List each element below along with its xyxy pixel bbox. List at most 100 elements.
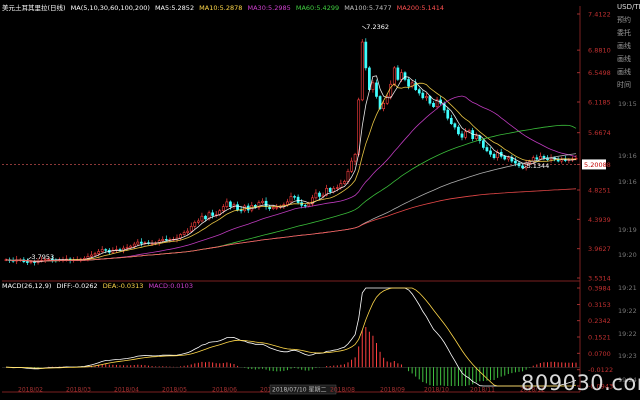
candle-body (97, 251, 100, 254)
candle-body (26, 261, 29, 263)
current-price-box (582, 159, 606, 170)
candle-body (339, 183, 343, 188)
price-tick-label: 7.4122 (588, 11, 611, 19)
macd-tick-label: 0.1521 (588, 333, 611, 341)
price-tick-label: 6.1185 (588, 99, 611, 107)
candle-body (506, 157, 510, 160)
macd-diff-line (5, 287, 577, 387)
time-stamp: 19:15 (618, 100, 637, 108)
candle-body (93, 253, 97, 256)
tool-item[interactable]: 画线 (617, 55, 631, 63)
ma200-line (5, 188, 577, 262)
annotation-label: 7.2362 (366, 23, 389, 31)
candle-body (449, 117, 453, 124)
candle-body (303, 205, 307, 207)
watermark-logo: 809030.com (521, 371, 640, 395)
candle-body (257, 202, 261, 208)
ma5-value: MA5:5.2852 (154, 4, 195, 12)
candle-body (275, 207, 279, 209)
candle-body (382, 102, 385, 110)
current-price-label: 5.2008 (584, 161, 607, 169)
tool-item[interactable]: 预约 (617, 16, 631, 24)
macd-header: MACD(26,12,9) DIFF:-0.0262 DEA:-0.0313 M… (2, 282, 196, 290)
candle-body (125, 247, 129, 249)
candle-body (535, 157, 539, 160)
ma-params: MA(5,10,30,60,100,200) (70, 4, 150, 12)
time-stamp: 19:21 (618, 284, 637, 292)
price-tick-label: 6.8810 (588, 47, 611, 55)
candle-body (204, 215, 207, 220)
candle-body (403, 72, 407, 80)
macd-tick-label: -0.0122 (588, 366, 613, 374)
candle-body (542, 156, 546, 158)
candle-body (47, 258, 51, 261)
candle-body (325, 187, 328, 196)
candle-body (136, 241, 140, 245)
candle-body (182, 232, 186, 235)
ma5-line (5, 75, 577, 263)
candle-body (264, 200, 268, 207)
candle-body (29, 261, 33, 263)
tool-item[interactable]: 委托 (617, 29, 631, 37)
candle-body (353, 153, 357, 162)
candle-body (425, 96, 428, 99)
candle-body (254, 205, 257, 208)
time-stamp: 19:16 (618, 152, 637, 160)
candle-body (453, 123, 457, 128)
candle-body (232, 204, 236, 207)
candle-body (492, 153, 496, 158)
candle-body (364, 41, 368, 69)
ma10-value: MA10:5.2878 (199, 4, 243, 12)
candle-body (132, 243, 136, 247)
macd-diff: DIFF:-0.0262 (56, 282, 98, 290)
time-stamp: 19:23 (618, 352, 637, 360)
candle-body (503, 156, 507, 160)
candle-body (90, 254, 93, 257)
macd-tick-label: 0.3984 (588, 285, 611, 293)
candle-body (236, 204, 239, 211)
x-axis-label: 2018/02 (18, 387, 43, 394)
candle-body (343, 181, 346, 184)
candle-body (225, 201, 229, 207)
instrument-unit: USD/TRY (617, 3, 640, 11)
candle-body (207, 212, 211, 220)
candle-body (179, 234, 182, 239)
candle-body (417, 89, 421, 94)
x-axis-label: 2018/05 (162, 387, 187, 394)
candle-body (396, 67, 400, 80)
price-tick-label: 3.9627 (588, 245, 611, 253)
macd-tick-label: 0.3153 (588, 301, 611, 309)
time-stamp: 19:19 (618, 226, 637, 234)
time-stamp: 19:22 (618, 307, 637, 315)
chart-header: 美元土耳其里拉(日线) MA(5,10,30,60,100,200) MA5:5… (2, 2, 447, 14)
candle-body (474, 135, 478, 139)
ma30-value: MA30:5.2985 (247, 4, 291, 12)
x-axis-label: 2018/09 (380, 387, 405, 394)
macd-tick-label: 0.0700 (588, 350, 611, 358)
candle-body (189, 226, 193, 232)
x-axis-label: 2018/07/10 星期二 (272, 386, 327, 394)
candle-body (489, 150, 492, 155)
ma200-value: MA200:5.1414 (396, 4, 445, 12)
tool-item[interactable]: 时间 (617, 81, 631, 89)
candle-body (514, 160, 517, 164)
candle-body (289, 196, 293, 203)
price-tick-label: 4.8251 (588, 186, 611, 194)
candle-body (414, 82, 418, 90)
x-axis-label: 2018/11 (470, 387, 495, 394)
candle-body (296, 196, 300, 203)
candle-body (164, 239, 168, 241)
tool-item[interactable]: 画线 (617, 68, 631, 76)
time-stamp: 19:16 (618, 178, 637, 186)
candle-body (261, 200, 264, 203)
tool-item[interactable]: 画线 (617, 42, 631, 50)
candle-body (539, 156, 542, 160)
x-axis-label: 2018/10 (424, 387, 449, 394)
candle-body (432, 102, 435, 107)
candle-body (360, 41, 364, 101)
candle-body (428, 96, 432, 104)
candle-body (407, 79, 410, 87)
candle-body (385, 96, 389, 104)
